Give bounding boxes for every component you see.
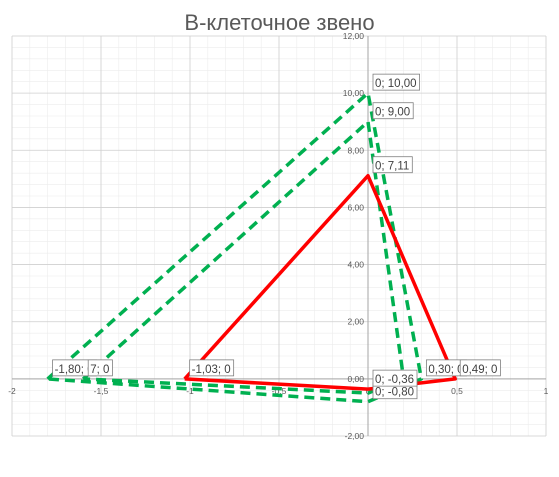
y-tick-label: 12,00 (343, 31, 365, 41)
y-tick-label: 0,00 (347, 374, 364, 384)
y-tick-label: 2,00 (347, 317, 364, 327)
data-label-box (189, 359, 235, 377)
data-label-box (372, 156, 413, 174)
data-label: 7; 0 (90, 364, 109, 376)
series-line-1 (46, 91, 424, 404)
y-tick-label: 4,00 (347, 260, 364, 270)
y-tick-label: 8,00 (347, 145, 364, 155)
data-label: 0; 10,00 (375, 78, 417, 90)
x-tick-label: -2 (8, 386, 16, 396)
y-tick-label: -2,00 (345, 431, 365, 441)
data-label: 0; -0,36 (375, 374, 414, 386)
x-tick-label: -0,5 (272, 386, 287, 396)
data-label: -1,03; 0 (192, 364, 231, 376)
data-label: 0; 7,11 (375, 161, 409, 173)
data-label: 0; 9,00 (375, 107, 410, 119)
y-tick-label: 10,00 (343, 88, 365, 98)
data-label-box (372, 369, 418, 387)
series-line-3 (183, 173, 457, 391)
x-tick-label: 1 (544, 386, 549, 396)
data-label: 0,30; 0 (428, 364, 463, 376)
y-tick-label: 6,00 (347, 202, 364, 212)
data-label-box (372, 102, 414, 120)
data-label-box (87, 359, 113, 377)
x-tick-label: 0,5 (451, 386, 463, 396)
data-label: -1,80; 0 (55, 364, 94, 376)
chart-title: В-клеточное звено (184, 10, 375, 35)
x-tick-label: -1,5 (94, 386, 109, 396)
x-tick-label: 0 (366, 386, 371, 396)
data-label: 0,49; 0 (462, 364, 497, 376)
data-label-box (459, 359, 501, 377)
data-label: 0; -0,80 (375, 387, 414, 399)
data-label-box (372, 73, 420, 91)
x-tick-label: -1 (186, 386, 194, 396)
